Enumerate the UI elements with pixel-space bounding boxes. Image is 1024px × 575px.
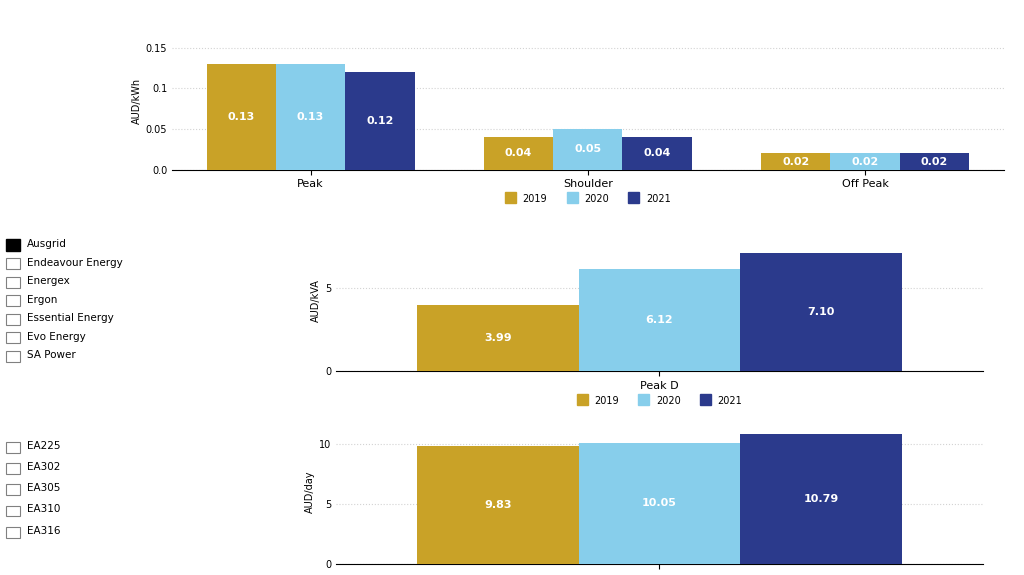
FancyBboxPatch shape — [6, 442, 19, 453]
Bar — [417, 446, 579, 564]
Text: Endeavour Energy: Endeavour Energy — [28, 258, 123, 268]
Bar — [623, 137, 692, 170]
Text: Ausgrid: Ausgrid — [28, 239, 68, 249]
Text: Demand charge evolution: Demand charge evolution — [477, 206, 698, 222]
Bar — [900, 154, 969, 170]
FancyBboxPatch shape — [6, 485, 19, 495]
Text: EA316: EA316 — [28, 526, 60, 535]
Bar — [579, 270, 740, 371]
Bar — [484, 137, 553, 170]
Text: Tariff Code: Tariff Code — [9, 397, 85, 411]
Text: 6.12: 6.12 — [646, 315, 673, 325]
Bar — [740, 434, 902, 564]
Text: 10.79: 10.79 — [804, 494, 839, 504]
Text: 3.99: 3.99 — [484, 333, 511, 343]
FancyBboxPatch shape — [6, 295, 19, 306]
Bar — [830, 154, 899, 170]
Text: Evo Energy: Evo Energy — [28, 332, 86, 342]
FancyBboxPatch shape — [6, 463, 19, 474]
Bar — [553, 129, 623, 170]
FancyBboxPatch shape — [6, 527, 19, 538]
FancyBboxPatch shape — [6, 313, 19, 325]
Text: 0.02: 0.02 — [782, 156, 809, 167]
FancyBboxPatch shape — [6, 505, 19, 516]
Text: Network Operator: Network Operator — [9, 208, 136, 221]
Legend: 2019, 2020, 2021: 2019, 2020, 2021 — [501, 190, 675, 208]
Text: 0.12: 0.12 — [367, 116, 393, 126]
Text: Daily charge evolution: Daily charge evolution — [490, 396, 685, 412]
Bar — [276, 64, 345, 170]
Y-axis label: AUD/day: AUD/day — [304, 470, 314, 513]
Bar — [417, 305, 579, 371]
FancyBboxPatch shape — [6, 277, 19, 288]
Text: 0.13: 0.13 — [227, 112, 255, 122]
FancyBboxPatch shape — [6, 239, 19, 251]
Text: 10.05: 10.05 — [642, 499, 677, 508]
Bar — [579, 443, 740, 564]
Text: 0.02: 0.02 — [851, 156, 879, 167]
Text: 0.02: 0.02 — [921, 156, 948, 167]
FancyBboxPatch shape — [6, 332, 19, 343]
Bar — [761, 154, 830, 170]
Text: 0.04: 0.04 — [505, 148, 532, 158]
Text: EA225: EA225 — [28, 441, 60, 451]
FancyBboxPatch shape — [6, 258, 19, 269]
Text: EA305: EA305 — [28, 484, 60, 493]
Text: Ergon: Ergon — [28, 295, 57, 305]
Text: 0.04: 0.04 — [643, 148, 671, 158]
Y-axis label: AUD/kWh: AUD/kWh — [131, 78, 141, 124]
Legend: 2019, 2020, 2021: 2019, 2020, 2021 — [572, 393, 746, 411]
Text: 0.05: 0.05 — [574, 144, 601, 154]
Text: EA310: EA310 — [28, 504, 60, 515]
Bar — [345, 72, 415, 170]
Text: 0.13: 0.13 — [297, 112, 325, 122]
Text: 9.83: 9.83 — [484, 500, 511, 509]
Text: SA Power: SA Power — [28, 350, 76, 361]
Y-axis label: AUD/kVA: AUD/kVA — [310, 279, 321, 322]
Bar — [207, 64, 276, 170]
Text: Energex: Energex — [28, 276, 70, 286]
Text: 7.10: 7.10 — [808, 307, 835, 317]
Text: EA302: EA302 — [28, 462, 60, 472]
FancyBboxPatch shape — [6, 351, 19, 362]
Bar — [740, 253, 902, 371]
Text: Essential Energy: Essential Energy — [28, 313, 114, 323]
Text: Energy charge evolution: Energy charge evolution — [482, 8, 693, 24]
